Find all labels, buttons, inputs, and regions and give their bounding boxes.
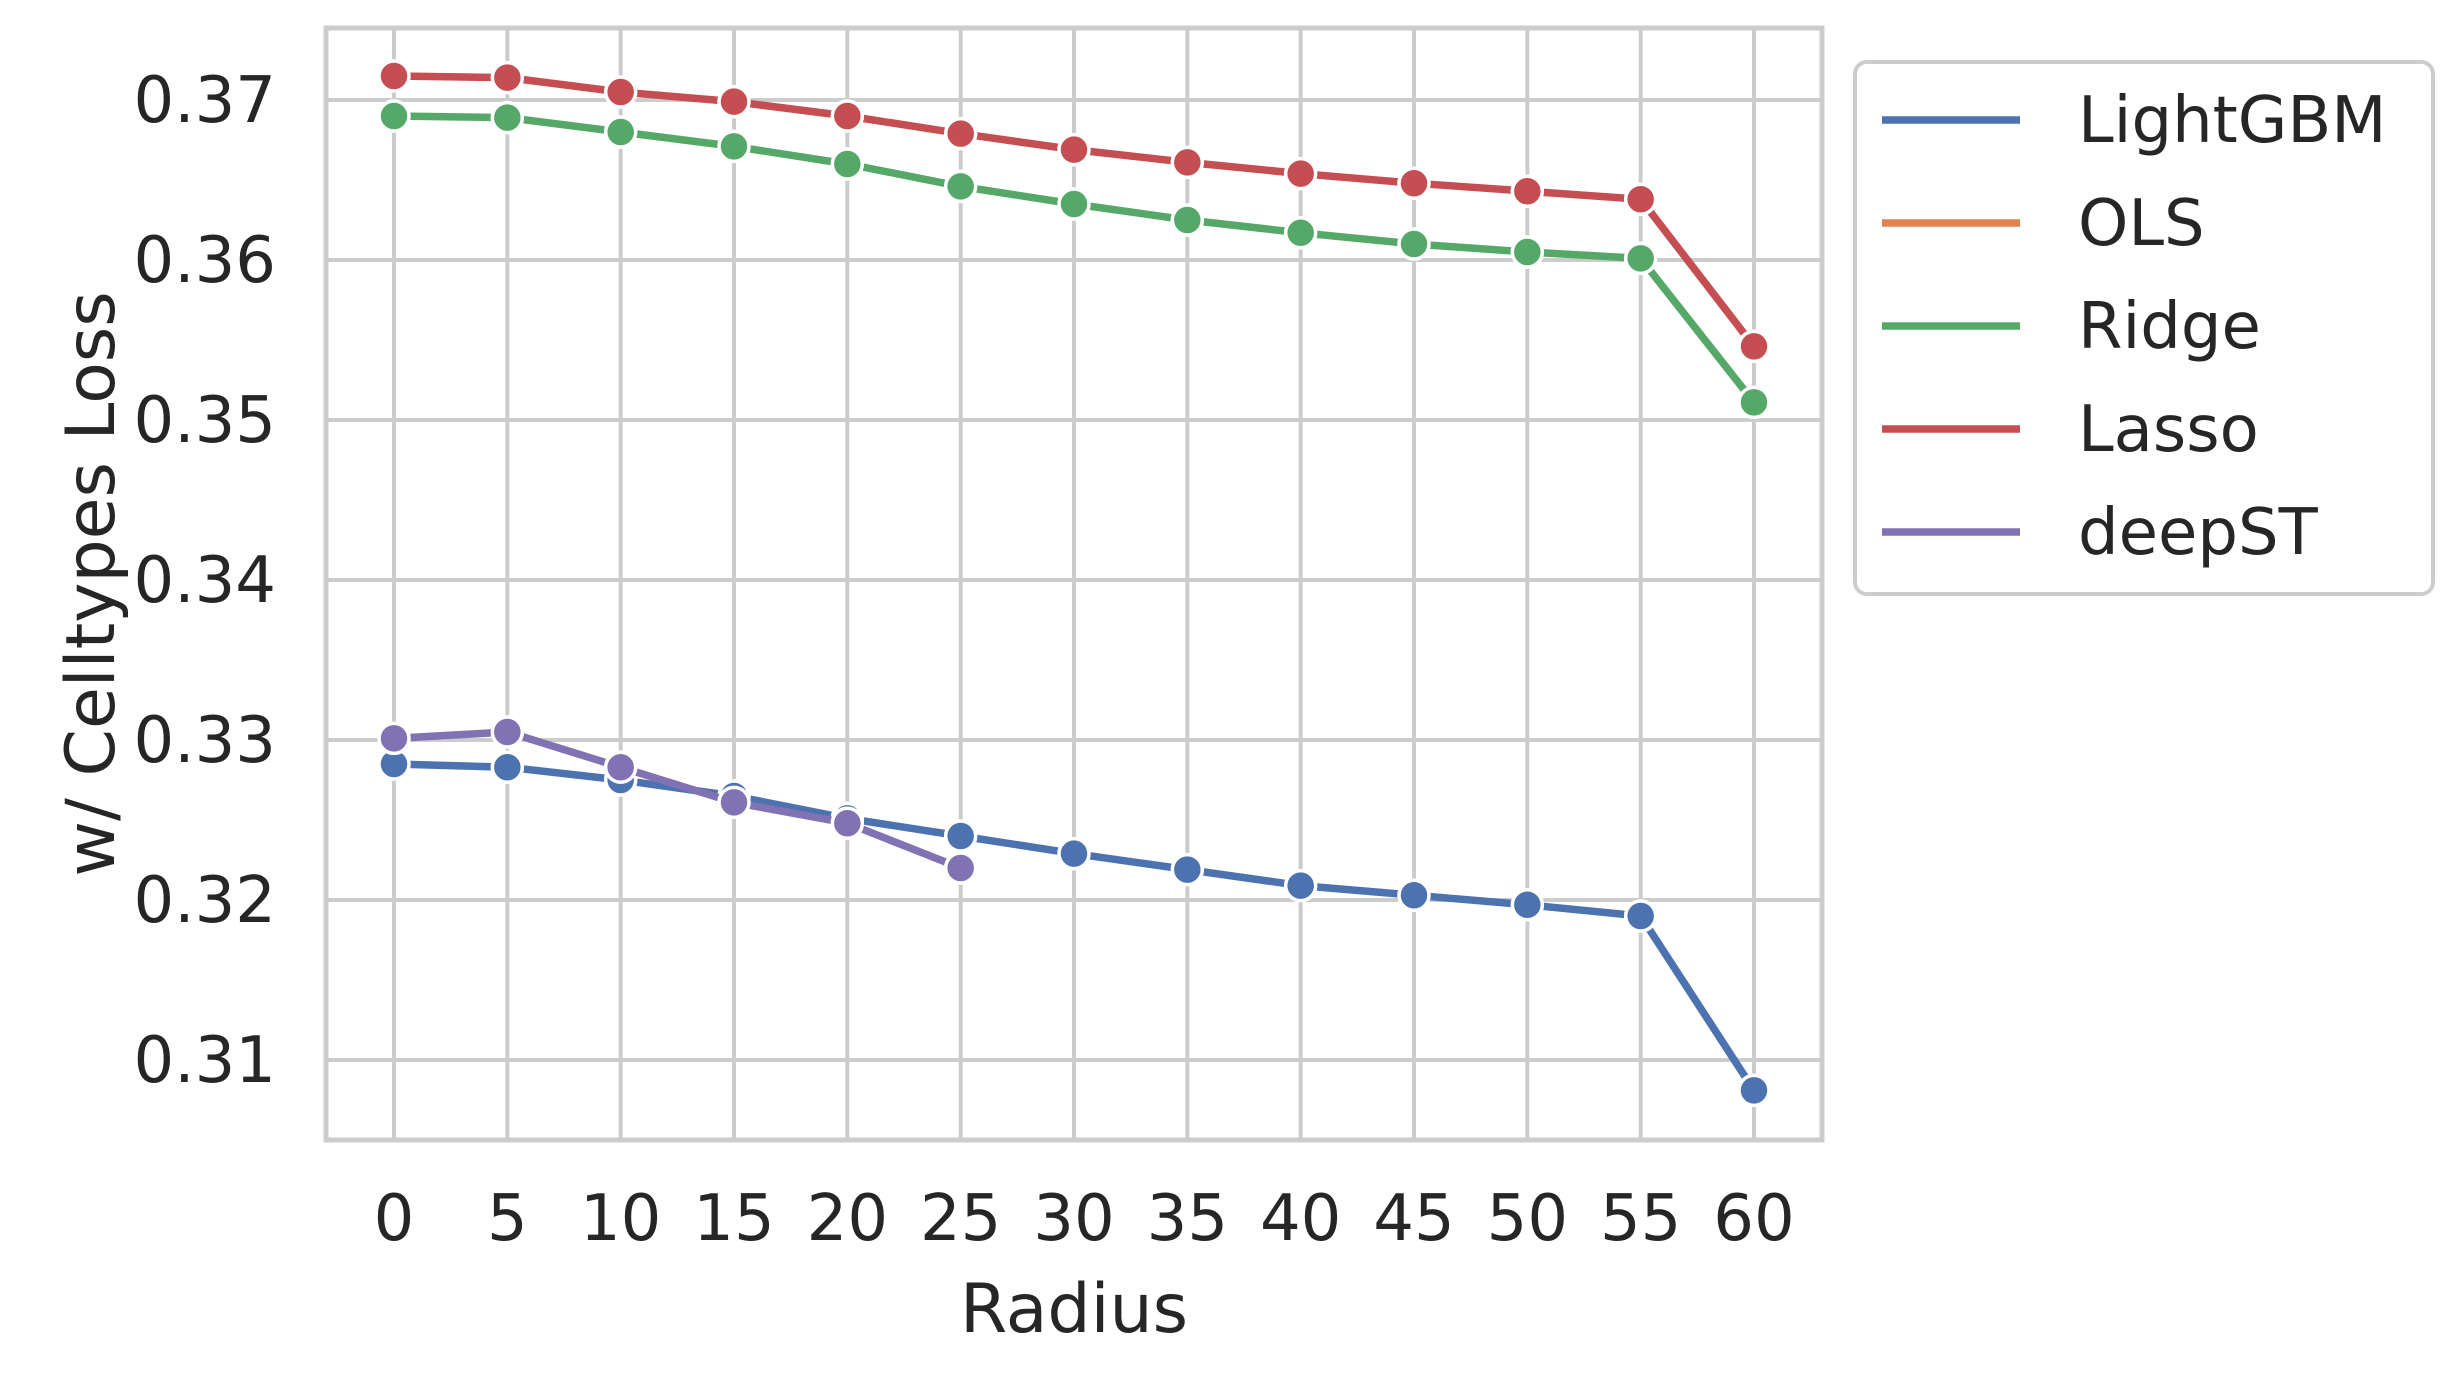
- y-tick-label: 0.37: [134, 64, 277, 138]
- series-layer: [377, 59, 1771, 1108]
- data-point: [490, 100, 525, 135]
- series-deepst: [377, 715, 978, 885]
- y-tick-label: 0.32: [134, 864, 277, 938]
- x-tick-label: 45: [1373, 1182, 1454, 1256]
- data-point: [943, 819, 978, 853]
- data-point: [717, 129, 751, 164]
- legend: LightGBM OLS Ridge Lasso deepST: [1853, 60, 2435, 596]
- data-point: [1510, 174, 1545, 208]
- series-line: [390, 728, 965, 872]
- data-point: [1397, 227, 1431, 261]
- x-tick-label: 60: [1713, 1182, 1794, 1256]
- legend-box: [1853, 60, 2435, 596]
- x-axis: 0 5 10 15 20 25 30 35 40 45 50 55 60: [374, 1182, 1795, 1256]
- x-tick-label: 20: [807, 1182, 888, 1256]
- data-point: [490, 715, 525, 749]
- data-point: [377, 99, 411, 133]
- data-point: [1283, 156, 1318, 191]
- data-point: [1397, 878, 1431, 912]
- data-point: [1170, 852, 1205, 887]
- data-point: [1283, 868, 1318, 903]
- data-point: [943, 116, 978, 151]
- data-point: [717, 785, 751, 820]
- legend-label: Ridge: [2078, 290, 2261, 364]
- data-point: [1510, 235, 1545, 269]
- data-point: [1283, 216, 1318, 250]
- legend-label: Lasso: [2078, 393, 2259, 467]
- x-tick-label: 0: [374, 1182, 415, 1256]
- y-tick-label: 0.31: [134, 1024, 277, 1098]
- data-point: [830, 147, 865, 181]
- x-tick-label: 30: [1033, 1182, 1114, 1256]
- data-point: [1170, 203, 1205, 237]
- data-point: [1057, 132, 1091, 167]
- data-point: [830, 806, 865, 840]
- legend-label: deepST: [2078, 496, 2319, 570]
- y-tick-label: 0.34: [134, 544, 277, 618]
- x-tick-label: 35: [1147, 1182, 1228, 1256]
- y-tick-label: 0.33: [134, 704, 277, 778]
- y-tick-label: 0.35: [134, 384, 277, 458]
- data-point: [1623, 182, 1658, 216]
- x-tick-label: 50: [1487, 1182, 1568, 1256]
- legend-label: LightGBM: [2078, 84, 2386, 158]
- y-tick-label: 0.36: [134, 224, 277, 298]
- data-point: [1057, 187, 1091, 221]
- x-axis-label: Radius: [960, 1270, 1188, 1349]
- grid-lines: [326, 28, 1822, 1140]
- data-point: [603, 75, 638, 109]
- data-point: [1510, 888, 1545, 922]
- y-axis: 0.31 0.32 0.33 0.34 0.35 0.36 0.37: [134, 64, 277, 1098]
- legend-label: OLS: [2078, 187, 2205, 261]
- data-point: [717, 84, 751, 119]
- data-point: [1623, 241, 1658, 276]
- data-point: [377, 721, 411, 756]
- x-tick-label: 15: [693, 1182, 774, 1256]
- data-point: [1737, 329, 1771, 364]
- x-tick-label: 25: [920, 1182, 1001, 1256]
- x-tick-label: 10: [580, 1182, 661, 1256]
- data-point: [1397, 166, 1431, 200]
- series-lasso: [377, 59, 1771, 364]
- data-point: [943, 169, 978, 204]
- data-point: [1737, 385, 1771, 420]
- data-point: [1057, 836, 1091, 871]
- x-tick-label: 5: [487, 1182, 528, 1256]
- data-point: [943, 851, 978, 885]
- data-point: [1623, 899, 1658, 933]
- data-point: [490, 750, 525, 784]
- data-point: [830, 99, 865, 133]
- data-point: [603, 750, 638, 784]
- plot-frame: [323, 25, 1825, 1143]
- series-ridge: [377, 99, 1771, 420]
- data-point: [1737, 1073, 1771, 1108]
- data-point: [490, 60, 525, 95]
- x-tick-label: 55: [1600, 1182, 1681, 1256]
- data-point: [377, 59, 411, 93]
- data-point: [1170, 145, 1205, 180]
- x-tick-label: 40: [1260, 1182, 1341, 1256]
- y-axis-label: w/ Celltypes Loss: [52, 291, 131, 876]
- data-point: [603, 115, 638, 149]
